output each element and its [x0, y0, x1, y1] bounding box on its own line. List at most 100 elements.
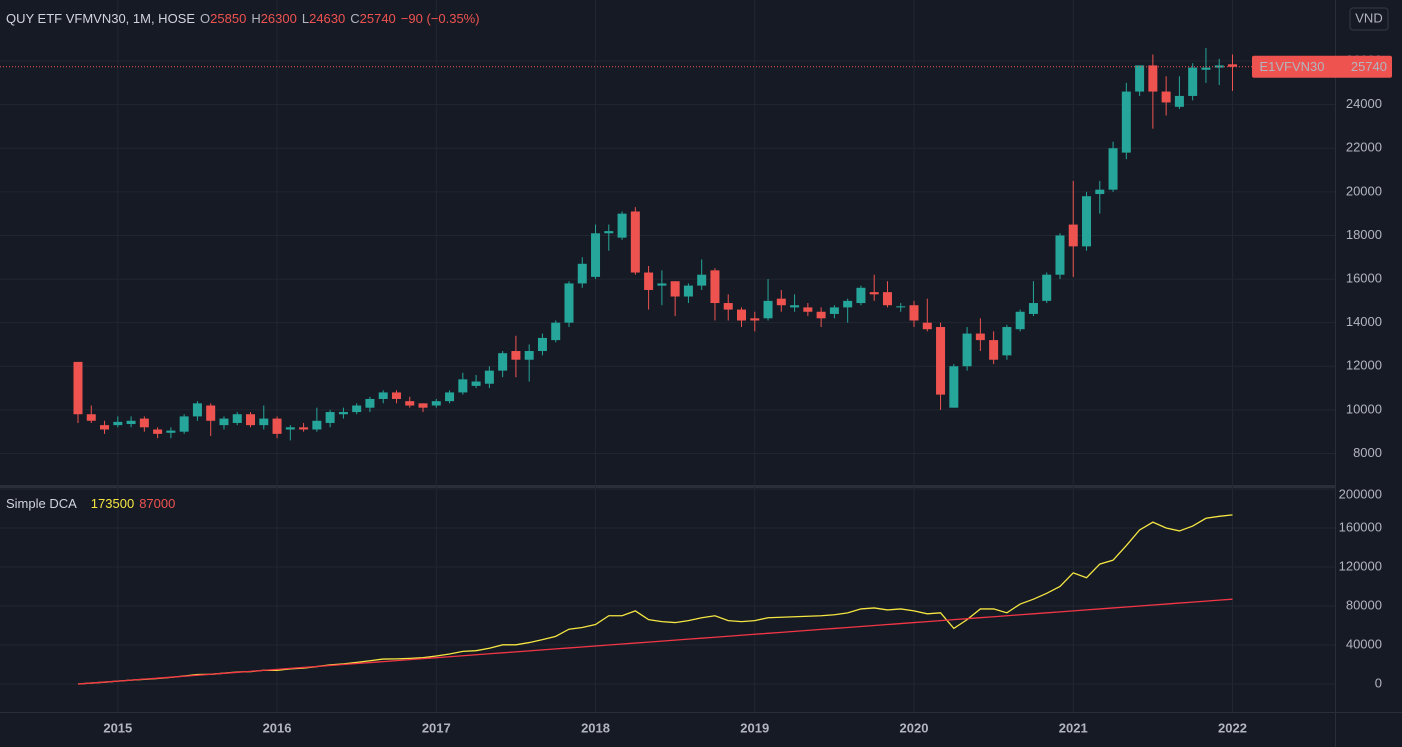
- currency-label[interactable]: VND: [1355, 10, 1382, 25]
- candle-body: [1148, 65, 1158, 92]
- candle-body: [113, 421, 123, 426]
- candle-body: [909, 305, 919, 321]
- candle-body: [604, 231, 614, 234]
- ohlc-value: 26300: [260, 11, 297, 26]
- y-tick-label: 160000: [1339, 519, 1382, 534]
- candle-body: [856, 287, 866, 304]
- candle-body: [139, 418, 149, 428]
- indicator-legend: Simple DCA 173500 87000: [6, 496, 175, 511]
- candle-body: [1055, 235, 1065, 275]
- candle-body: [737, 309, 746, 321]
- candle-body: [219, 418, 229, 426]
- candle-body: [723, 303, 733, 310]
- y-tick-label: 24000: [1346, 96, 1382, 111]
- candle-body: [445, 392, 455, 402]
- candle-body: [524, 351, 534, 360]
- candle-body: [166, 430, 176, 433]
- y-tick-label: 8000: [1353, 445, 1382, 460]
- y-tick-label: 10000: [1346, 401, 1382, 416]
- candle-body: [1108, 148, 1118, 190]
- candle-body: [86, 414, 96, 421]
- y-tick-label: 120000: [1339, 558, 1382, 573]
- x-tick-label: 2015: [103, 720, 132, 735]
- candle-body: [1135, 65, 1145, 92]
- candle-body: [192, 403, 202, 417]
- y-tick-label: 20000: [1346, 183, 1382, 198]
- candle-body: [617, 213, 627, 238]
- series-line: [77, 598, 1233, 685]
- y-tick-label: 0: [1375, 675, 1382, 690]
- x-tick-label: 2016: [263, 720, 292, 735]
- candle-body: [1015, 311, 1025, 330]
- y-tick-label: 14000: [1346, 314, 1382, 329]
- candle-body: [763, 300, 773, 319]
- symbol-title: QUY ETF VFMVN30, 1M, HOSE: [6, 11, 196, 26]
- candle-body: [962, 333, 972, 367]
- candle-body: [378, 392, 388, 399]
- indicator-value: 87000: [139, 496, 176, 511]
- ohlc-value: 25850: [210, 11, 247, 26]
- candle-body: [418, 403, 428, 408]
- y-tick-label: 200000: [1339, 486, 1382, 501]
- candle-body: [697, 274, 707, 286]
- ohlc: H26300: [251, 11, 297, 26]
- candle-body: [1082, 196, 1092, 247]
- candle-body: [484, 370, 494, 384]
- candle-body: [803, 307, 813, 312]
- y-tick-label: 16000: [1346, 271, 1382, 286]
- candle-body: [73, 361, 83, 415]
- y-tick-label: 40000: [1346, 636, 1382, 651]
- candle-body: [498, 353, 508, 371]
- candle-body: [1121, 91, 1131, 153]
- ohlc-letter: H: [251, 11, 261, 26]
- candle-body: [352, 405, 362, 413]
- candle-body: [843, 300, 853, 308]
- price-tag-value: 25740: [1351, 59, 1387, 74]
- change: −90 (−0.35%): [400, 11, 480, 26]
- x-tick-label: 2018: [581, 720, 610, 735]
- candle-body: [458, 379, 468, 393]
- candle-body: [179, 416, 189, 432]
- ohlc: C25740: [350, 11, 396, 26]
- candle-body: [1214, 65, 1224, 68]
- candle-body: [511, 351, 521, 360]
- candle-body: [683, 285, 693, 297]
- candle-body: [776, 298, 786, 306]
- x-tick-label: 2019: [740, 720, 769, 735]
- candle-body: [936, 327, 946, 395]
- symbol-legend: QUY ETF VFMVN30, 1M, HOSE O25850 H26300 …: [6, 11, 480, 26]
- candle-body: [1174, 95, 1184, 107]
- candle-body: [365, 398, 375, 408]
- candle-body: [206, 405, 216, 421]
- candle-body: [816, 311, 826, 319]
- candle-body: [750, 318, 760, 321]
- candle-body: [537, 337, 547, 352]
- candle-body: [405, 401, 415, 406]
- ohlc: L24630: [302, 11, 345, 26]
- candle-body: [882, 292, 892, 306]
- candle-body: [153, 429, 163, 434]
- ohlc-letter: O: [200, 11, 211, 26]
- indicator-title: Simple DCA: [6, 496, 77, 511]
- candle-body: [577, 263, 587, 284]
- candle-body: [246, 414, 256, 426]
- candle-body: [657, 283, 667, 286]
- candle-body: [232, 414, 242, 423]
- y-tick-label: 80000: [1346, 597, 1382, 612]
- price-tag-bg: [1252, 55, 1392, 78]
- candle-body: [829, 307, 839, 314]
- candle-body: [630, 211, 640, 273]
- ohlc-letter: C: [350, 11, 360, 26]
- candle-body: [285, 427, 295, 430]
- ohlc-value: 25740: [359, 11, 396, 26]
- candle-body: [471, 381, 481, 386]
- y-tick-label: 22000: [1346, 140, 1382, 155]
- indicator-value: 173500: [90, 496, 135, 511]
- candle-body: [922, 322, 932, 330]
- candle-body: [710, 270, 720, 304]
- candle-body: [126, 420, 136, 425]
- candle-body: [1002, 327, 1012, 356]
- price-tag-label: E1VFVN30: [1259, 59, 1324, 74]
